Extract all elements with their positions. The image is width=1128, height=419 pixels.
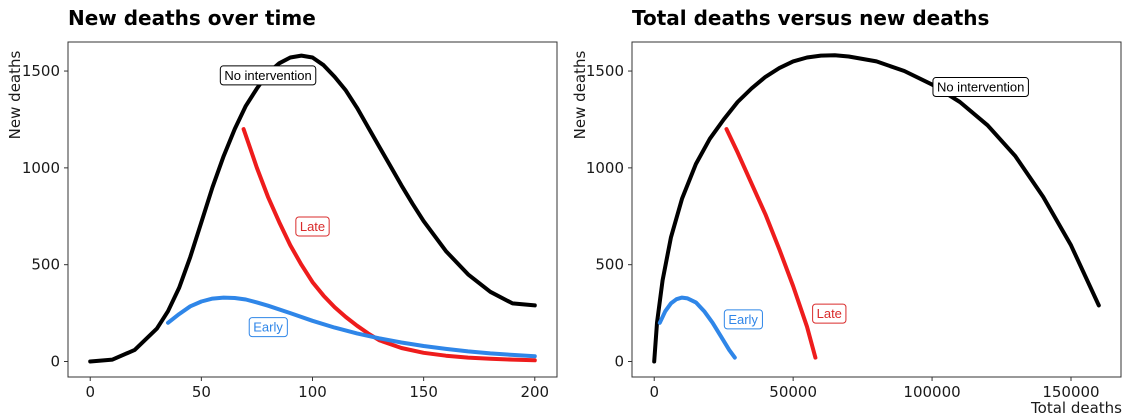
series-line-late <box>724 127 818 360</box>
x-tick-label: 50 <box>192 383 211 401</box>
label-box <box>219 65 317 86</box>
label-text: Early <box>253 320 283 335</box>
x-tick-label: 150000 <box>1042 383 1099 401</box>
ticks: 0 50 100 150 200 0 500 1000 1500 <box>22 62 549 401</box>
plot-frame <box>67 41 558 378</box>
plot-frame <box>631 41 1122 378</box>
label-text: Early <box>728 312 758 327</box>
series-line-no-intervention <box>652 53 1101 364</box>
y-tick-label: 500 <box>31 256 60 274</box>
series-label-late: Late <box>295 216 330 237</box>
label-box <box>932 77 1029 98</box>
y-tick-label: 0 <box>614 353 624 371</box>
x-tick-label: 100 <box>298 383 327 401</box>
x-axis-label: Total deaths <box>1030 399 1122 417</box>
y-tick-label: 1000 <box>586 159 624 177</box>
panel-new-deaths-over-time: New deaths over time New deaths 0 50 100 15… <box>6 6 558 401</box>
label-text: No intervention <box>224 68 311 83</box>
series-label-late: Late <box>812 303 847 324</box>
y-axis-label: New deaths <box>571 51 589 140</box>
y-tick-label: 500 <box>595 256 624 274</box>
series-label-no-intervention: No intervention <box>932 77 1029 98</box>
y-tick-label: 1500 <box>586 62 624 80</box>
label-text: Late <box>817 306 842 321</box>
y-tick-label: 1000 <box>22 159 60 177</box>
label-box <box>248 317 288 338</box>
x-tick-label: 0 <box>85 383 95 401</box>
series-lines <box>88 53 537 364</box>
x-tick-label: 100000 <box>903 383 960 401</box>
x-tick-label: 50000 <box>769 383 817 401</box>
series-label-early: Early <box>248 317 288 338</box>
series-line-early <box>657 295 737 360</box>
x-tick-label: 0 <box>649 383 659 401</box>
x-tick-label: 200 <box>520 383 549 401</box>
series-label-no-intervention: No intervention <box>219 65 317 86</box>
y-tick-label: 1500 <box>22 62 60 80</box>
series-line-late <box>241 127 537 363</box>
label-text: Late <box>300 219 325 234</box>
chart-title: New deaths over time <box>68 6 316 30</box>
label-box <box>812 303 847 324</box>
label-box <box>723 309 763 330</box>
series-labels: No intervention Late Early <box>219 65 330 338</box>
series-lines <box>652 53 1101 364</box>
series-line-no-intervention <box>88 53 537 364</box>
y-axis-label: New deaths <box>6 51 24 140</box>
y-tick-label: 0 <box>50 353 60 371</box>
x-tick-label: 150 <box>409 383 438 401</box>
label-box <box>295 216 330 237</box>
panel-total-vs-new-deaths: Total deaths versus new deaths New death… <box>571 6 1122 417</box>
chart-title: Total deaths versus new deaths <box>632 6 989 30</box>
series-labels: No intervention Late Early <box>723 77 1029 330</box>
series-line-early <box>166 295 537 359</box>
ticks: 0 50000 100000 150000 0 500 1000 1500 <box>586 62 1100 401</box>
label-text: No intervention <box>937 80 1024 95</box>
series-label-early: Early <box>723 309 763 330</box>
